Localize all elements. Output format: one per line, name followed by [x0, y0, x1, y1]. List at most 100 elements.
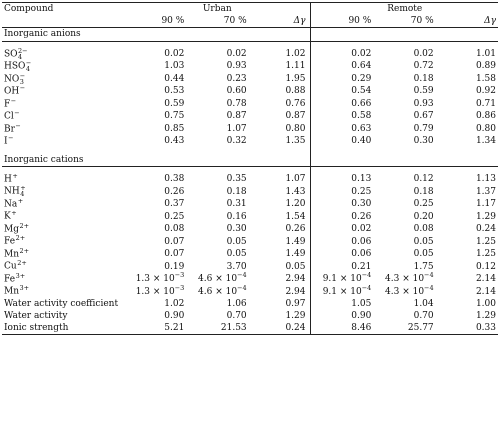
table-row: Fe 2+ 0.07 0.05 1.49 0.06 0.05 1.25 — [2, 235, 498, 248]
urban-70-cell: 4.6 × 10−4 — [198, 271, 247, 284]
table-row: H + 0.38 0.35 1.07 0.13 0.12 1.13 — [2, 173, 498, 186]
table-row: Mg 2+ 0.08 0.30 0.26 0.02 0.08 0.24 — [2, 223, 498, 236]
remote-70-cell: 0.93 — [413, 98, 434, 109]
table-row: Water activity 0.90 0.70 1.29 0.90 0.70 1.29 — [2, 309, 498, 323]
remote-90-cell: 0.02 — [310, 222, 374, 236]
remote-90-cell: 0.58 — [310, 110, 374, 123]
compound-name: Water activity coefficient — [4, 298, 119, 309]
remote-90-cell: 0.02 — [310, 47, 374, 61]
urban-delta-cell: 1.02 — [285, 48, 306, 59]
compound-name: Ionic strength — [2, 322, 124, 336]
urban-delta-cell: 0.26 — [285, 224, 306, 234]
urban-90-cell: 5.21 — [124, 322, 187, 336]
urban-delta-cell: 1.95 — [285, 73, 306, 84]
compound-name: HSO −4 — [4, 59, 32, 74]
urban-90-cell: 1.3 × 10−3 — [135, 271, 185, 284]
urban-70-cell: 0.35 — [226, 174, 247, 184]
urban-90-cell: 1.02 — [164, 298, 185, 309]
urban-90-cell: 1.3 × 10−3 — [135, 283, 185, 297]
remote-90-cell: 0.25 — [310, 185, 374, 198]
urban-70-cell: 0.31 — [226, 199, 247, 209]
remote-90-cell: 0.54 — [310, 85, 374, 98]
urban-70-cell: 0.05 — [226, 236, 247, 247]
remote-70-cell: 0.02 — [413, 48, 434, 59]
urban-70-cell: 1.07 — [226, 123, 247, 134]
urban-90-cell: 0.37 — [164, 199, 185, 209]
remote-90-cell: 0.21 — [310, 260, 374, 273]
remote-90-cell: 0.29 — [310, 72, 374, 86]
urban-delta-cell: 1.11 — [285, 61, 306, 72]
table-row: SO 2− 4 0.02 0.02 1.02 0.02 0.02 1.01 — [2, 47, 498, 61]
section-gap — [2, 147, 498, 154]
compound-name: NH +4 — [4, 184, 26, 199]
remote-70-cell: 0.30 — [413, 136, 434, 147]
urban-90-cell: 0.85 — [164, 123, 185, 134]
remote-90-cell: 1.05 — [310, 297, 374, 310]
table-row: Mn 2+ 0.07 0.05 1.49 0.06 0.05 1.25 — [2, 248, 498, 261]
table-row: Water activity coefficient 1.02 1.06 0.97 1.… — [2, 297, 498, 310]
remote-70-cell: 0.05 — [413, 249, 434, 259]
compound-name: Cu 2+ — [4, 259, 27, 272]
remote-70-cell: 0.72 — [413, 61, 434, 72]
urban-delta-cell: 1.20 — [285, 199, 306, 209]
urban-delta-cell: 1.49 — [285, 249, 306, 259]
remote-70-cell: 1.75 — [413, 261, 434, 272]
urban-70-cell: 0.78 — [226, 98, 247, 109]
urban-90-cell: 0.44 — [164, 73, 185, 84]
remote-70-cell: 0.67 — [413, 111, 434, 122]
header-remote-70: 70 % — [373, 15, 436, 29]
table-row: Br − 0.85 1.07 0.80 0.63 0.79 0.80 — [2, 121, 498, 136]
header-remote-90: 90 % — [310, 15, 374, 29]
urban-70-cell: 3.70 — [226, 261, 247, 272]
remote-70-cell: 0.18 — [413, 73, 434, 84]
urban-90-cell: 0.90 — [164, 311, 185, 322]
remote-delta-cell: 2.14 — [475, 286, 496, 297]
table-row: I − 0.43 0.32 1.35 0.40 0.30 1.34 — [2, 135, 498, 148]
compound-name: Br − — [4, 121, 21, 135]
compound-name: K + — [4, 209, 17, 222]
remote-delta-cell: 1.01 — [475, 48, 496, 59]
header-urban-70: 70 % — [186, 15, 249, 29]
urban-70-cell: 0.18 — [226, 186, 247, 197]
remote-delta-cell: 0.12 — [475, 261, 496, 272]
remote-90-cell: 9.1 × 10−4 — [310, 284, 374, 298]
remote-90-cell: 0.63 — [310, 122, 374, 136]
header-group-row: Compound Urban Remote — [2, 2, 498, 16]
remote-90-cell: 0.40 — [310, 135, 374, 148]
urban-delta-cell: 1.43 — [285, 186, 306, 197]
remote-delta-cell: 0.71 — [475, 98, 496, 109]
urban-delta-cell: 2.94 — [285, 286, 306, 297]
urban-delta-cell: 0.80 — [285, 123, 306, 134]
header-urban: Urban — [124, 2, 311, 16]
remote-70-cell: 0.20 — [413, 211, 434, 222]
remote-delta-cell: 0.89 — [475, 61, 496, 72]
urban-70-cell: 0.70 — [226, 311, 247, 322]
urban-70-cell: 0.32 — [226, 136, 247, 147]
remote-90-cell: 0.06 — [310, 235, 374, 248]
urban-delta-cell: 0.88 — [285, 86, 306, 97]
urban-delta-cell: 2.94 — [285, 274, 306, 284]
remote-70-cell: 0.18 — [413, 186, 434, 197]
remote-70-cell: 0.05 — [413, 236, 434, 247]
table-row: NH +4 0.26 0.18 1.43 0.25 0.18 1.37 — [2, 185, 498, 198]
remote-delta-cell: 1.17 — [475, 199, 496, 209]
urban-90-cell: 0.26 — [164, 186, 185, 197]
compound-name: Mn 3+ — [4, 284, 30, 297]
compound-name: Mg 2+ — [4, 221, 30, 235]
urban-70-cell: 0.93 — [226, 61, 247, 72]
table-row: HSO −4 1.03 0.93 1.11 0.64 0.72 0.89 — [2, 60, 498, 73]
remote-delta-cell: 0.24 — [475, 224, 496, 234]
urban-90-cell: 1.03 — [164, 61, 185, 72]
urban-delta-cell: 1.29 — [285, 311, 306, 322]
compound-name: Mn 2+ — [4, 246, 30, 260]
remote-delta-cell: 1.29 — [475, 311, 496, 322]
urban-70-cell: 0.60 — [226, 86, 247, 97]
header-remote-delta: Δγ — [435, 15, 498, 29]
remote-90-cell: 9.1 × 10−4 — [310, 272, 374, 286]
remote-90-cell: 0.30 — [310, 197, 374, 211]
section-spacer — [2, 166, 498, 173]
remote-delta-cell: 2.14 — [475, 274, 496, 284]
table-row: Na + 0.37 0.31 1.20 0.30 0.25 1.17 — [2, 198, 498, 211]
remote-delta-cell: 1.58 — [475, 73, 496, 84]
